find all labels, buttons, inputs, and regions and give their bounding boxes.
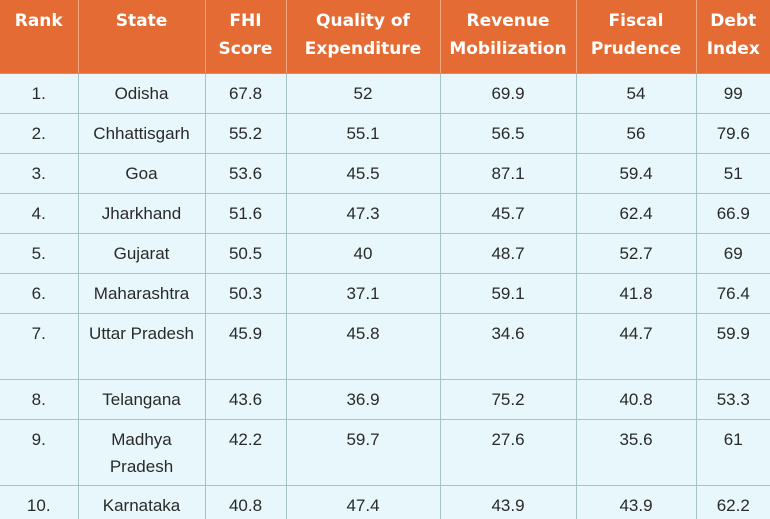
table-row: 7. Uttar Pradesh 45.9 45.8 34.6 44.7 59.… [0,313,770,380]
cell-revenue-mobilization: 27.6 [440,419,577,486]
cell-state: Uttar Pradesh [78,313,206,380]
cell-fhi-score: 45.9 [205,313,287,380]
cell-fiscal-prudence: 52.7 [576,233,697,274]
cell-rank: 5. [0,233,79,274]
table-row: 5. Gujarat 50.5 40 48.7 52.7 69 [0,233,770,274]
cell-state: Chhattisgarh [78,113,206,154]
cell-debt-index: 61 [696,419,770,486]
cell-fhi-score: 50.3 [205,273,287,314]
cell-revenue-mobilization: 45.7 [440,193,577,234]
cell-rank: 3. [0,153,79,194]
cell-fiscal-prudence: 43.9 [576,485,697,519]
cell-quality-of-expenditure: 45.8 [286,313,441,380]
cell-revenue-mobilization: 56.5 [440,113,577,154]
cell-revenue-mobilization: 75.2 [440,379,577,420]
cell-quality-of-expenditure: 40 [286,233,441,274]
cell-rank: 7. [0,313,79,380]
header-state: State [78,0,206,74]
cell-quality-of-expenditure: 47.4 [286,485,441,519]
cell-quality-of-expenditure: 52 [286,73,441,114]
cell-rank: 2. [0,113,79,154]
cell-fiscal-prudence: 40.8 [576,379,697,420]
cell-fiscal-prudence: 35.6 [576,419,697,486]
header-quality-of-expenditure: Quality of Expenditure [286,0,441,74]
cell-fiscal-prudence: 44.7 [576,313,697,380]
header-fhi-score: FHI Score [205,0,287,74]
cell-debt-index: 79.6 [696,113,770,154]
header-rank: Rank [0,0,79,74]
cell-debt-index: 53.3 [696,379,770,420]
cell-state: Karnataka [78,485,206,519]
header-fiscal-prudence: Fiscal Prudence [576,0,697,74]
cell-state: Madhya Pradesh [78,419,206,486]
cell-rank: 10. [0,485,79,519]
cell-fiscal-prudence: 59.4 [576,153,697,194]
cell-fhi-score: 43.6 [205,379,287,420]
cell-rank: 1. [0,73,79,114]
table-row: 1. Odisha 67.8 52 69.9 54 99 [0,73,770,114]
cell-debt-index: 69 [696,233,770,274]
cell-rank: 4. [0,193,79,234]
cell-fhi-score: 51.6 [205,193,287,234]
cell-revenue-mobilization: 69.9 [440,73,577,114]
cell-debt-index: 59.9 [696,313,770,380]
header-debt-index: Debt Index [696,0,770,74]
cell-debt-index: 76.4 [696,273,770,314]
cell-revenue-mobilization: 87.1 [440,153,577,194]
cell-state: Telangana [78,379,206,420]
cell-state: Goa [78,153,206,194]
table-row: 4. Jharkhand 51.6 47.3 45.7 62.4 66.9 [0,193,770,234]
cell-state: Jharkhand [78,193,206,234]
table-row: 6. Maharashtra 50.3 37.1 59.1 41.8 76.4 [0,273,770,314]
cell-fhi-score: 67.8 [205,73,287,114]
cell-fiscal-prudence: 62.4 [576,193,697,234]
cell-fhi-score: 40.8 [205,485,287,519]
cell-rank: 6. [0,273,79,314]
cell-state: Maharashtra [78,273,206,314]
cell-fhi-score: 42.2 [205,419,287,486]
cell-fiscal-prudence: 41.8 [576,273,697,314]
cell-quality-of-expenditure: 47.3 [286,193,441,234]
cell-quality-of-expenditure: 37.1 [286,273,441,314]
cell-quality-of-expenditure: 55.1 [286,113,441,154]
cell-debt-index: 51 [696,153,770,194]
table-row: 8. Telangana 43.6 36.9 75.2 40.8 53.3 [0,379,770,420]
cell-revenue-mobilization: 34.6 [440,313,577,380]
table-row: 9. Madhya Pradesh 42.2 59.7 27.6 35.6 61 [0,419,770,486]
header-row: Rank State FHI Score Quality of Expendit… [0,0,770,74]
header-revenue-mobilization: Revenue Mobilization [440,0,577,74]
table-row: 2. Chhattisgarh 55.2 55.1 56.5 56 79.6 [0,113,770,154]
cell-fiscal-prudence: 56 [576,113,697,154]
cell-quality-of-expenditure: 36.9 [286,379,441,420]
cell-revenue-mobilization: 43.9 [440,485,577,519]
cell-debt-index: 66.9 [696,193,770,234]
cell-rank: 8. [0,379,79,420]
cell-debt-index: 99 [696,73,770,114]
table-row: 3. Goa 53.6 45.5 87.1 59.4 51 [0,153,770,194]
cell-fiscal-prudence: 54 [576,73,697,114]
cell-revenue-mobilization: 59.1 [440,273,577,314]
table-row: 10. Karnataka 40.8 47.4 43.9 43.9 62.2 [0,485,770,519]
cell-state: Odisha [78,73,206,114]
cell-quality-of-expenditure: 45.5 [286,153,441,194]
cell-fhi-score: 55.2 [205,113,287,154]
cell-debt-index: 62.2 [696,485,770,519]
cell-revenue-mobilization: 48.7 [440,233,577,274]
cell-rank: 9. [0,419,79,486]
cell-fhi-score: 53.6 [205,153,287,194]
cell-state: Gujarat [78,233,206,274]
cell-quality-of-expenditure: 59.7 [286,419,441,486]
cell-fhi-score: 50.5 [205,233,287,274]
